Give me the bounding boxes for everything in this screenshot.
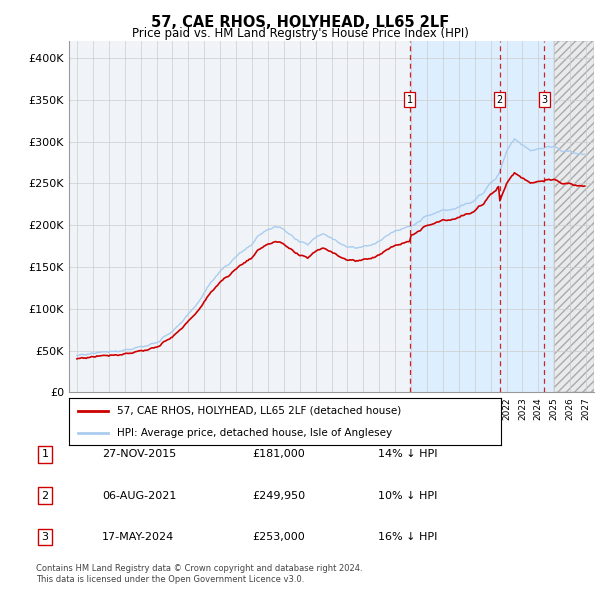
Text: 3: 3 (41, 532, 49, 542)
Text: 16% ↓ HPI: 16% ↓ HPI (378, 532, 437, 542)
Text: Contains HM Land Registry data © Crown copyright and database right 2024.: Contains HM Land Registry data © Crown c… (36, 565, 362, 573)
Text: Price paid vs. HM Land Registry's House Price Index (HPI): Price paid vs. HM Land Registry's House … (131, 27, 469, 40)
Text: 1: 1 (407, 95, 413, 105)
Bar (410, 41, 554, 392)
Bar (554, 41, 594, 392)
Text: HPI: Average price, detached house, Isle of Anglesey: HPI: Average price, detached house, Isle… (116, 428, 392, 438)
Text: 2: 2 (497, 95, 503, 105)
Text: 06-AUG-2021: 06-AUG-2021 (102, 491, 176, 500)
Bar (554, 41, 594, 392)
Text: £249,950: £249,950 (252, 491, 305, 500)
Text: 2: 2 (41, 491, 49, 500)
Text: 17-MAY-2024: 17-MAY-2024 (102, 532, 174, 542)
Text: £181,000: £181,000 (252, 450, 305, 459)
Text: 1: 1 (41, 450, 49, 459)
Text: 10% ↓ HPI: 10% ↓ HPI (378, 491, 437, 500)
Text: 57, CAE RHOS, HOLYHEAD, LL65 2LF: 57, CAE RHOS, HOLYHEAD, LL65 2LF (151, 15, 449, 30)
Text: 27-NOV-2015: 27-NOV-2015 (102, 450, 176, 459)
Text: 14% ↓ HPI: 14% ↓ HPI (378, 450, 437, 459)
Text: 57, CAE RHOS, HOLYHEAD, LL65 2LF (detached house): 57, CAE RHOS, HOLYHEAD, LL65 2LF (detach… (116, 406, 401, 416)
Text: £253,000: £253,000 (252, 532, 305, 542)
Text: 3: 3 (541, 95, 547, 105)
Text: This data is licensed under the Open Government Licence v3.0.: This data is licensed under the Open Gov… (36, 575, 304, 584)
